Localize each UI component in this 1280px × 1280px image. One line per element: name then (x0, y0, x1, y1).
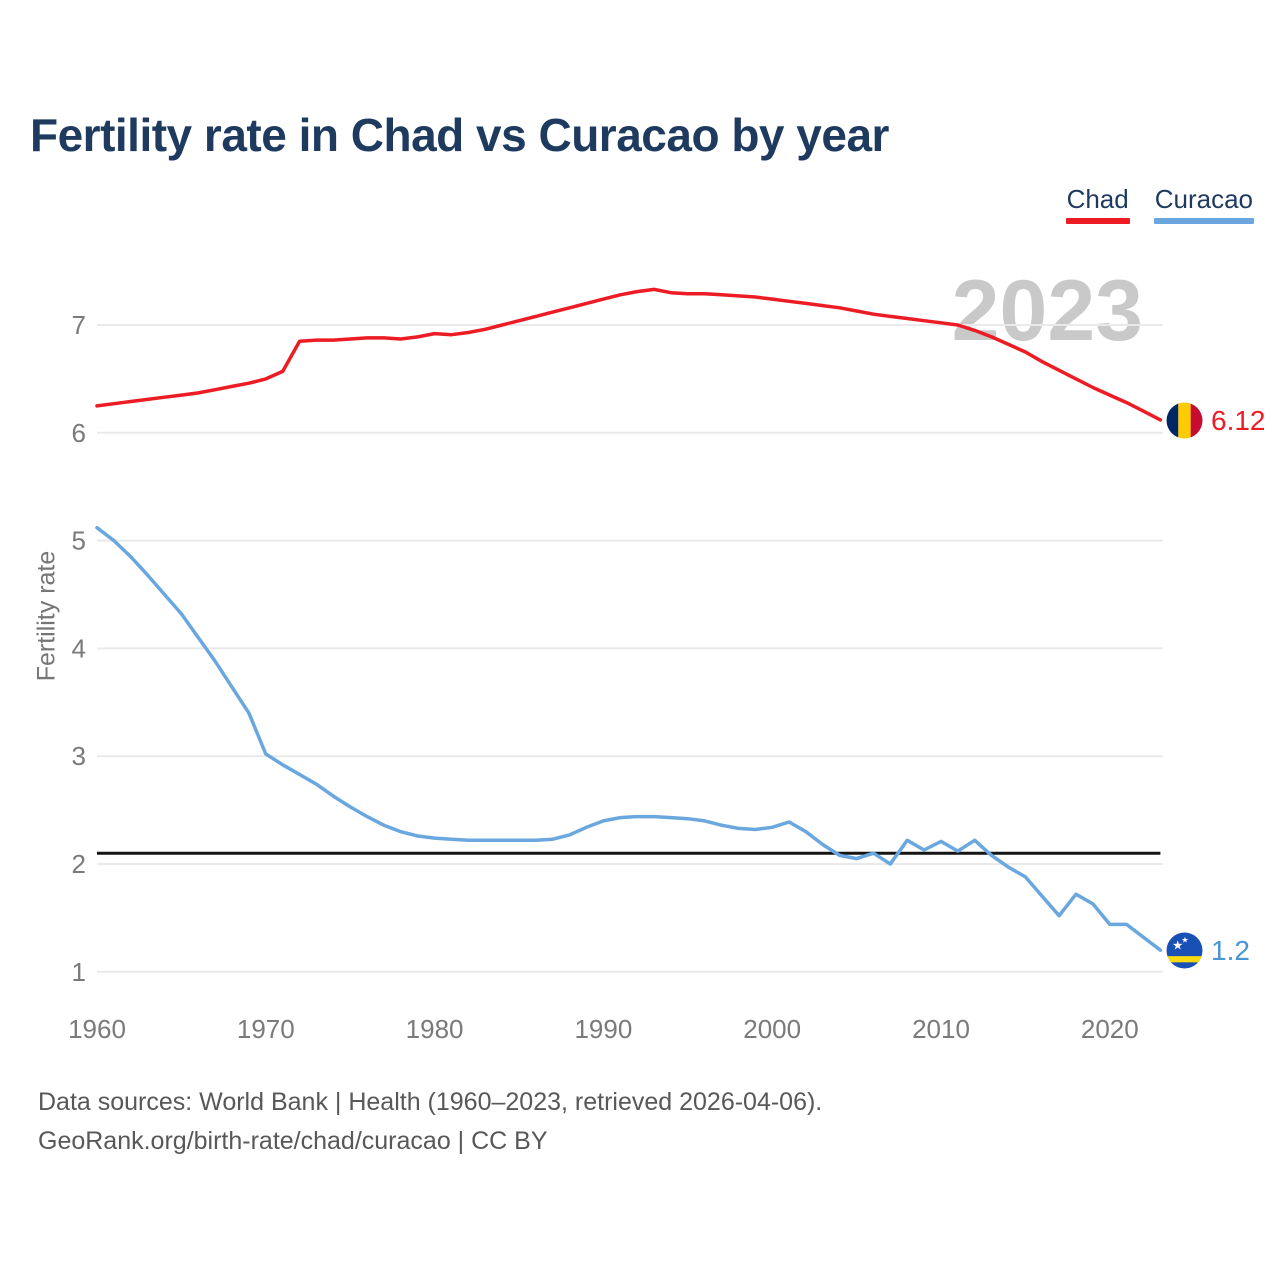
svg-text:★: ★ (1172, 938, 1183, 952)
x-tick-label: 2000 (743, 1014, 801, 1044)
curacao-end-label: ★ ★ 1.2 (1166, 932, 1250, 969)
x-tick-label: 1990 (574, 1014, 632, 1044)
chad-flag-icon (1166, 402, 1203, 439)
x-tick-label: 1960 (68, 1014, 126, 1044)
legend-item-chad[interactable]: Chad (1065, 184, 1130, 224)
y-axis-title: Fertility rate (32, 550, 61, 682)
legend-label-curacao: Curacao (1154, 184, 1253, 214)
page-title: Fertility rate in Chad vs Curacao by yea… (30, 109, 889, 161)
curacao-line[interactable] (95, 525, 1163, 952)
footer-link: GeoRank.org/birth-rate/chad/curacao | CC… (38, 1127, 548, 1155)
curacao-flag-icon: ★ ★ (1166, 932, 1203, 969)
footer-sources: Data sources: World Bank | Health (1960–… (38, 1088, 823, 1116)
x-tick-label: 1970 (237, 1014, 295, 1044)
x-tick-label: 1980 (406, 1014, 464, 1044)
y-tick-label: 6 (72, 418, 86, 448)
legend-label-chad: Chad (1066, 184, 1129, 214)
x-tick-label: 2020 (1081, 1014, 1139, 1044)
legend: Chad Curacao (1065, 184, 1254, 224)
chad-end-value: 6.12 (1211, 404, 1266, 436)
y-tick-label: 5 (72, 526, 86, 556)
legend-swatch-curacao (1153, 218, 1254, 224)
year-watermark: 2023 (951, 263, 1143, 359)
curacao-end-value: 1.2 (1211, 934, 1250, 966)
y-tick-label: 2 (72, 849, 86, 879)
svg-text:★: ★ (1181, 935, 1188, 944)
y-tick-label: 3 (72, 741, 86, 771)
y-tick-label: 7 (72, 310, 86, 340)
chad-line[interactable] (95, 287, 1163, 422)
y-tick-label: 4 (72, 633, 86, 663)
legend-swatch-chad (1065, 218, 1130, 224)
y-tick-label: 1 (72, 957, 86, 987)
chad-end-label: 6.12 (1166, 402, 1266, 439)
x-tick-label: 2010 (912, 1014, 970, 1044)
legend-item-curacao[interactable]: Curacao (1153, 184, 1254, 224)
